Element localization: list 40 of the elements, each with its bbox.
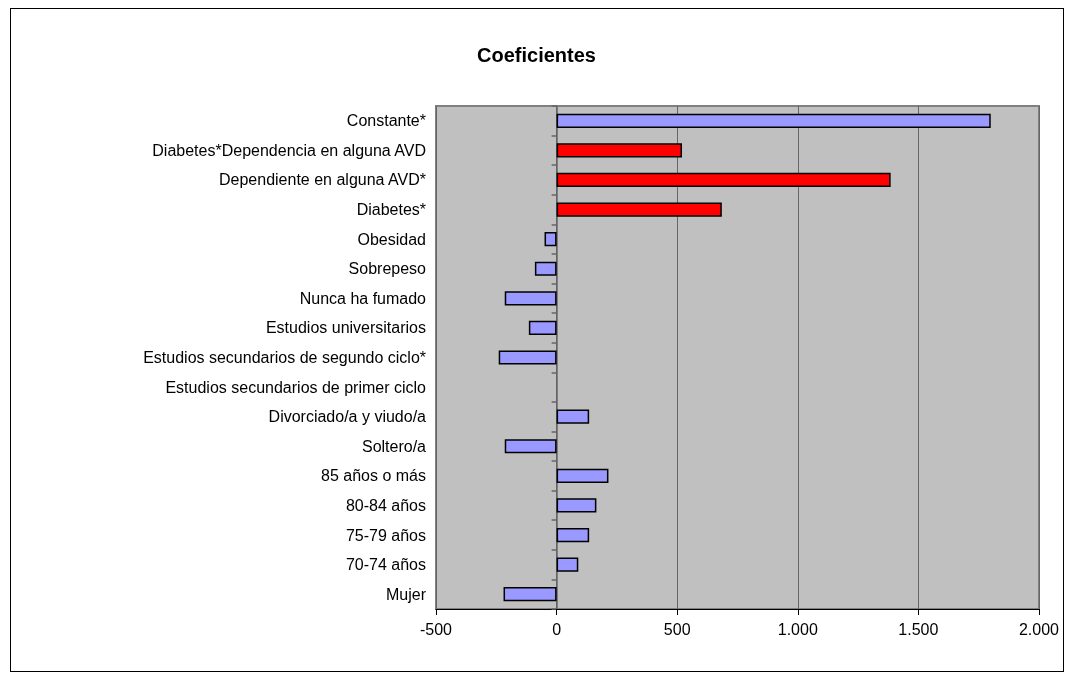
x-tick-label: 0: [552, 620, 562, 638]
y-tick-label: Soltero/a: [361, 437, 427, 455]
bar: [556, 409, 590, 424]
y-tick-label: Diabetes*: [356, 201, 426, 219]
y-tick-label: Sobrepeso: [348, 260, 427, 278]
y-tick-label: Obesidad: [357, 230, 426, 248]
bar: [556, 557, 579, 572]
y-tick-label: Nunca ha fumado: [299, 289, 427, 307]
bar: [544, 232, 557, 247]
x-tick-label: 1.500: [898, 620, 939, 638]
y-tick-label: Estudios secundarios de primer ciclo: [165, 378, 427, 396]
bar: [556, 498, 597, 513]
bar: [504, 291, 557, 306]
y-tick-label: Constante*: [346, 112, 426, 130]
y-tick-label: 75-79 años: [345, 526, 426, 544]
y-tick-label: 80-84 años: [345, 496, 426, 514]
bar: [498, 350, 557, 365]
bar: [556, 202, 722, 217]
x-tick-label: 2.000: [1018, 620, 1060, 638]
bar: [528, 320, 557, 336]
x-tick-label: 1.000: [777, 620, 818, 638]
bar: [556, 527, 590, 543]
y-tick-label: Divorciado/a y viudo/a: [268, 408, 427, 426]
y-tick-label: 70-74 años: [345, 556, 426, 574]
y-tick-label: Diabetes*Dependencia en alguna AVD: [152, 141, 426, 159]
bar: [504, 439, 557, 454]
bar: [556, 172, 891, 188]
bar: [556, 113, 991, 128]
y-tick-label: 85 años o más: [321, 467, 426, 485]
y-tick-label: Estudios universitarios: [265, 319, 426, 337]
x-tick-label: -500: [419, 620, 453, 638]
chart-title: Coeficientes: [477, 44, 596, 66]
x-tick-label: 500: [663, 620, 691, 638]
bar: [556, 468, 609, 483]
bar: [556, 143, 683, 158]
y-tick-label: Estudios secundarios de segundo ciclo*: [143, 349, 426, 366]
y-tick-label: Mujer: [385, 585, 427, 603]
y-tick-label: Dependiente en alguna AVD*: [219, 171, 426, 189]
bar: [503, 587, 557, 602]
bar: [534, 261, 557, 276]
